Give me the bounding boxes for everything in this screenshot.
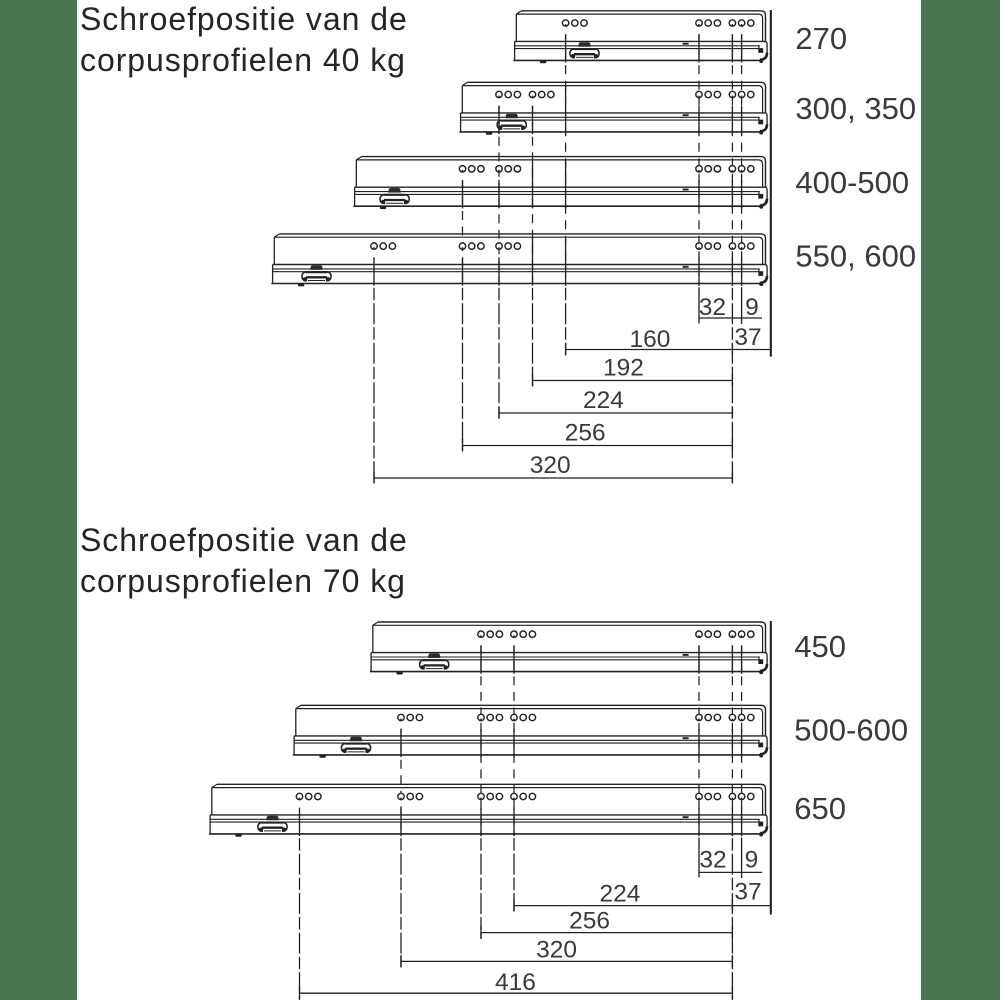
svg-text:450: 450 [794, 629, 846, 664]
svg-text:160: 160 [630, 326, 671, 353]
svg-text:9: 9 [745, 847, 759, 874]
svg-text:224: 224 [600, 881, 641, 908]
svg-text:37: 37 [734, 324, 761, 351]
svg-text:300, 350: 300, 350 [795, 91, 916, 126]
svg-text:9: 9 [745, 294, 759, 321]
svg-text:32: 32 [699, 847, 726, 874]
svg-text:270: 270 [795, 21, 847, 56]
svg-text:500-600: 500-600 [794, 713, 908, 748]
svg-text:416: 416 [495, 969, 536, 996]
svg-text:400-500: 400-500 [795, 165, 909, 200]
svg-text:192: 192 [603, 354, 644, 381]
svg-text:550, 600: 550, 600 [795, 239, 916, 274]
svg-text:320: 320 [530, 452, 571, 479]
svg-text:256: 256 [569, 908, 610, 935]
svg-text:650: 650 [794, 791, 846, 826]
svg-text:320: 320 [536, 937, 577, 964]
svg-text:37: 37 [734, 879, 761, 906]
svg-text:32: 32 [699, 294, 726, 321]
svg-text:224: 224 [583, 387, 624, 414]
svg-text:256: 256 [565, 419, 606, 446]
